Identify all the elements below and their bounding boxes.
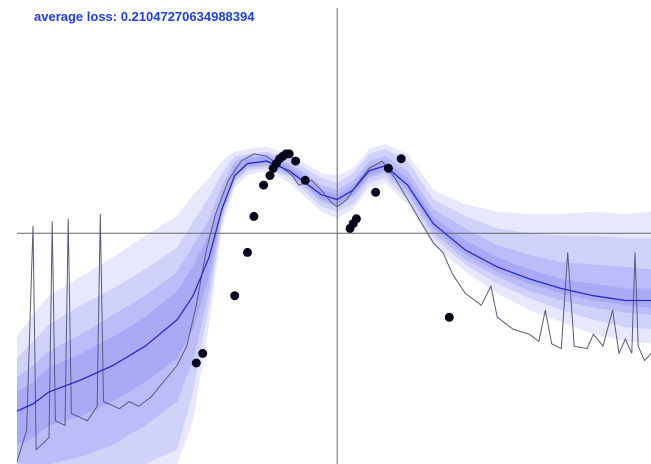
data-point [243,247,252,257]
uncertainty-bands [17,144,651,464]
uncertainty-band-4 [17,156,651,445]
data-point [265,171,275,180]
sample-lines [16,153,651,462]
uncertainty-band-2 [17,149,651,464]
average-loss-label: average loss: 0.21047270634988394 [34,9,255,24]
data-point [198,348,208,358]
axes [17,8,651,464]
data-point [291,156,301,166]
sample-function-line [16,153,651,462]
data-point [383,163,393,173]
uncertainty-band-3 [17,153,651,464]
data-point [371,187,381,197]
data-point [259,180,269,190]
data-point [284,149,294,159]
uncertainty-band-1 [17,144,651,464]
data-points [191,149,454,368]
data-point [191,358,201,368]
data-point [396,154,406,164]
data-point [300,175,310,185]
data-point [351,214,361,224]
data-point [249,211,259,221]
data-point [230,291,240,301]
data-point [444,312,454,322]
